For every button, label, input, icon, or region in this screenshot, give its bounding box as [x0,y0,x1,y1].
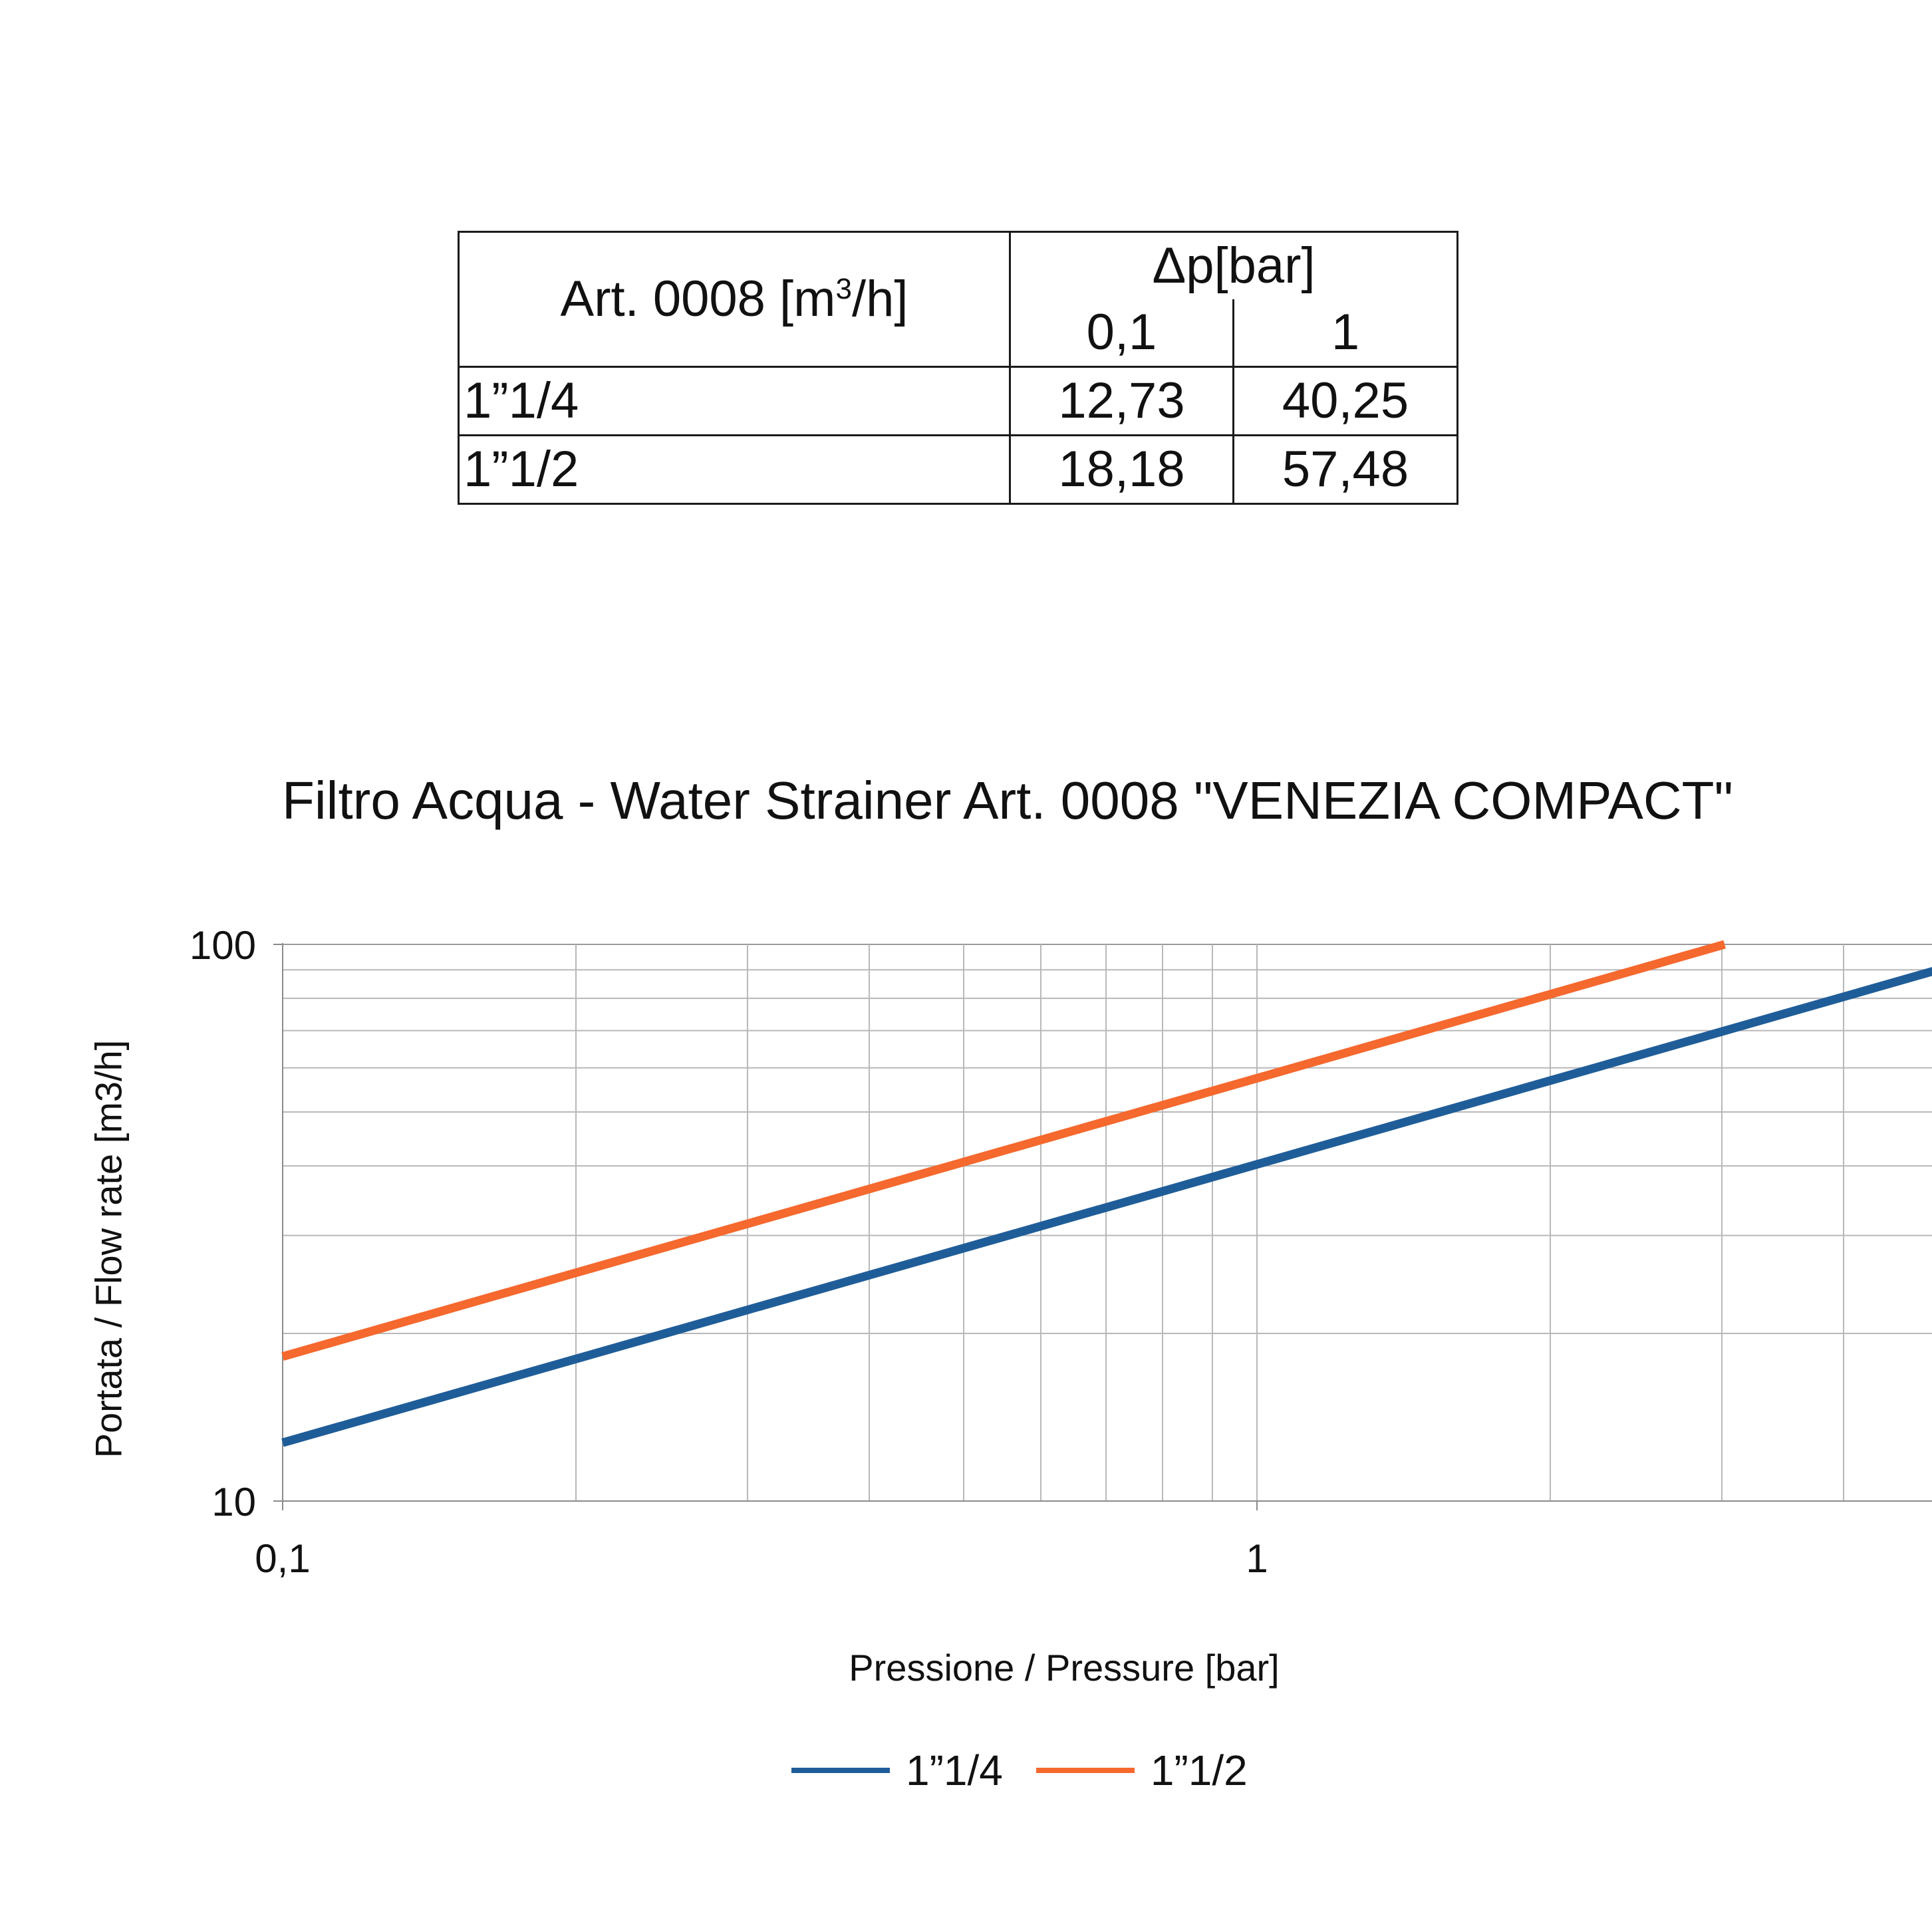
table-cell: 57,48 [1232,434,1459,505]
x-tick-label: 0,1 [255,1536,310,1581]
table-header-pressure: Δp[bar] [1008,231,1459,299]
flow-rate-table: Art. 0008 [m3/h] Δp[bar] 0,1 1 1”1/4 12,… [458,231,1459,505]
chart-legend: 1”1/4 1”1/2 [791,1746,1281,1795]
y-tick-label: 10 [211,1480,256,1524]
table-header-article-text: Art. 0008 [m [560,271,836,327]
legend-swatch [791,1768,890,1773]
table-row-label: 1”1/4 [458,366,1011,436]
x-tick-label: 1 [1246,1536,1268,1581]
legend-item: 1”1/2 [1035,1746,1248,1795]
series-line-0 [281,967,1932,1447]
y-tick-label: 100 [190,923,256,968]
series-line-1 [281,940,1726,1361]
table-header-article: Art. 0008 [m3/h] [458,231,1011,368]
table-header-article-superscript: 3 [835,273,852,305]
legend-item: 1”1/4 [791,1746,1003,1795]
table-cell: 40,25 [1232,366,1459,436]
x-axis-title: Pressione / Pressure [bar] [849,1647,1280,1689]
chart-title: Filtro Acqua - Water Strainer Art. 0008 … [282,771,1733,830]
y-axis-title: Portata / Flow rate [m3/h] [87,1039,130,1458]
legend-label: 1”1/4 [906,1746,1003,1794]
legend-label: 1”1/2 [1150,1746,1248,1794]
table-row-label: 1”1/2 [458,434,1011,505]
table-header-pressure-col-1: 1 [1232,299,1459,368]
table-row: 1”1/2 18,18 57,48 [458,434,1459,505]
table-row: 1”1/4 12,73 40,25 [458,366,1459,436]
table-cell: 12,73 [1009,366,1234,436]
legend-swatch [1035,1768,1135,1773]
table-header-article-tail: /h] [851,271,908,327]
table-header-pressure-col-0: 0,1 [1009,299,1234,368]
table-cell: 18,18 [1009,434,1234,505]
